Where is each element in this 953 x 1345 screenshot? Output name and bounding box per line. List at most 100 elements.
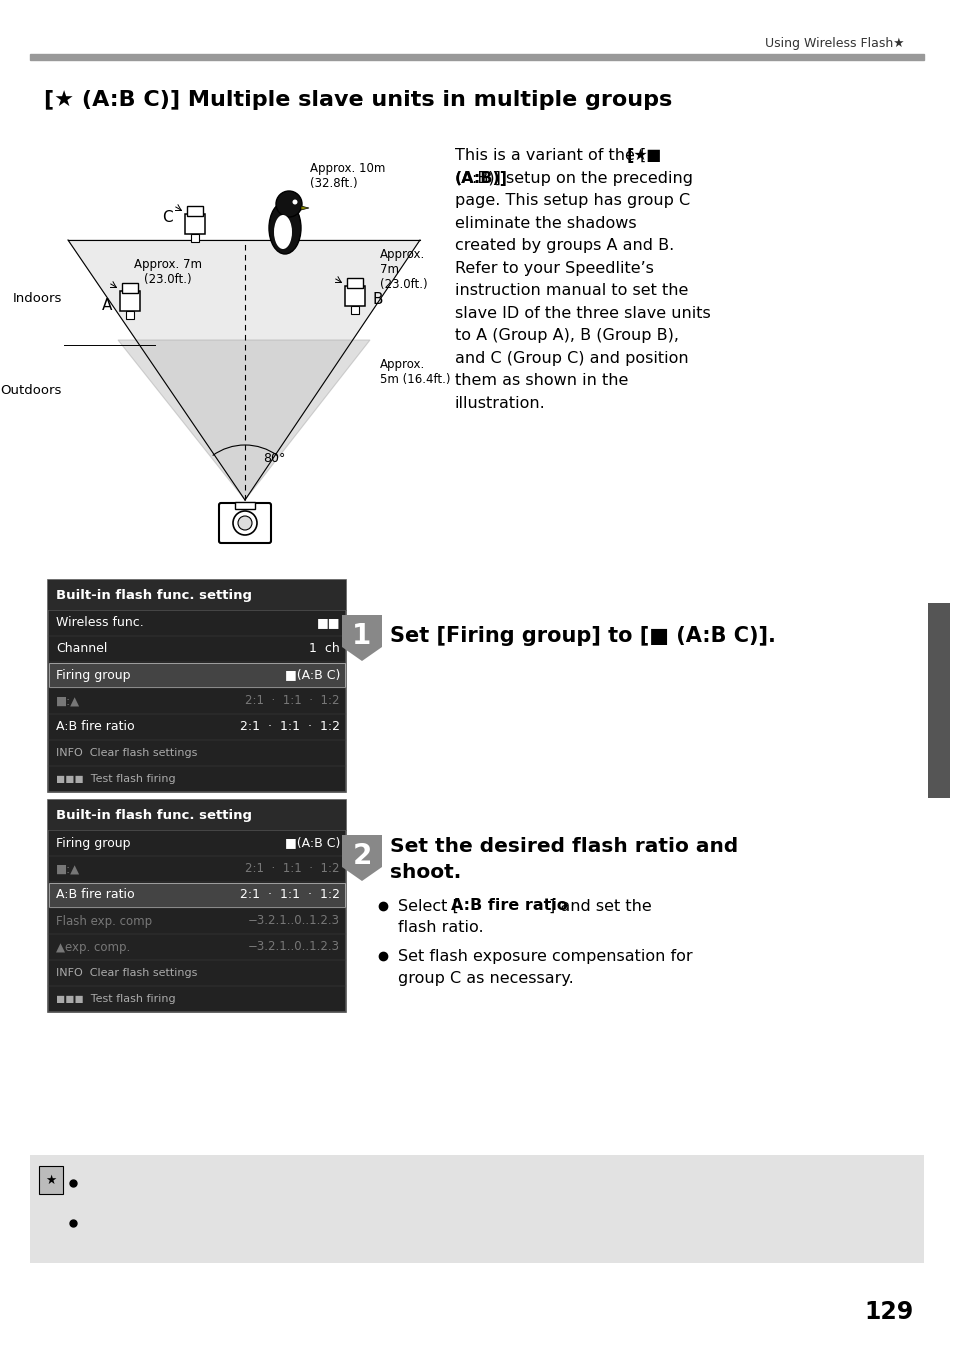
Text: Firing group: Firing group [56, 837, 131, 850]
Text: 1: 1 [352, 621, 372, 650]
Ellipse shape [274, 215, 292, 249]
Text: [★: [★ [626, 148, 648, 163]
Text: eliminate the shadows: eliminate the shadows [455, 215, 636, 230]
Bar [347, 278, 363, 288]
Text: A:B fire ratio: A:B fire ratio [451, 898, 567, 913]
Bar [187, 206, 203, 217]
Bar [49, 884, 345, 907]
Text: Wireless func.: Wireless func. [56, 616, 144, 629]
Ellipse shape [269, 202, 301, 254]
Text: A:B fire ratio: A:B fire ratio [56, 721, 134, 733]
Bar [345, 286, 365, 307]
Text: and C (Group C) and position: and C (Group C) and position [455, 351, 688, 366]
Text: instruction manual to set the: instruction manual to set the [455, 282, 688, 299]
Text: Firing group: Firing group [56, 668, 131, 682]
Text: ★ (A:B): ★ (A:B) [276, 1176, 339, 1190]
Text: If group C is pointed toward the main subject, overexposure may result.: If group C is pointed toward the main su… [85, 1216, 637, 1231]
Text: ■:▲: ■:▲ [56, 862, 80, 876]
Bar [30, 1155, 923, 1263]
Text: Approx.
5m (16.4ft.): Approx. 5m (16.4ft.) [379, 358, 450, 386]
Text: Built-in flash func. setting: Built-in flash func. setting [56, 589, 252, 601]
Bar [48, 800, 346, 830]
Circle shape [237, 516, 252, 530]
Text: ▲exp. comp.: ▲exp. comp. [56, 940, 131, 954]
Text: (A:B)] setup on the preceding: (A:B)] setup on the preceding [455, 171, 692, 186]
Text: INFO  Clear flash settings: INFO Clear flash settings [56, 748, 197, 759]
Text: Set the desired flash ratio and: Set the desired flash ratio and [390, 837, 738, 855]
Text: 2:1  ·  1:1  ·  1:2: 2:1 · 1:1 · 1:2 [240, 889, 339, 901]
Circle shape [233, 511, 256, 535]
Text: ■■: ■■ [316, 616, 339, 629]
Text: INFO  Clear flash settings: INFO Clear flash settings [56, 968, 197, 978]
Text: shoot.: shoot. [390, 862, 460, 881]
Text: B: B [373, 292, 383, 308]
Text: group C as necessary.: group C as necessary. [397, 971, 573, 986]
Bar [126, 311, 133, 319]
Bar [49, 663, 345, 687]
Polygon shape [68, 239, 419, 500]
Text: ◼◼◼  Test flash firing: ◼◼◼ Test flash firing [56, 773, 175, 784]
Text: ■:▲: ■:▲ [56, 694, 80, 707]
Text: 80°: 80° [263, 452, 285, 464]
Text: slave ID of the three slave units: slave ID of the three slave units [455, 305, 710, 320]
Circle shape [293, 199, 297, 204]
Text: Set flash exposure compensation for: Set flash exposure compensation for [397, 948, 692, 963]
Text: page. This setup has group C: page. This setup has group C [455, 192, 689, 208]
FancyBboxPatch shape [39, 1166, 63, 1194]
Text: ] is set to [: ] is set to [ [194, 1176, 277, 1190]
Text: ■(A:B C): ■(A:B C) [284, 837, 339, 850]
Text: Using Wireless Flash★: Using Wireless Flash★ [764, 38, 904, 51]
Text: ◼◼◼  Test flash firing: ◼◼◼ Test flash firing [56, 994, 175, 1003]
Text: [★ (A:B C)] Multiple slave units in multiple groups: [★ (A:B C)] Multiple slave units in mult… [44, 90, 672, 110]
Text: Flash exp. comp: Flash exp. comp [56, 915, 152, 928]
Text: −3.2.1..0..1.2.3: −3.2.1..0..1.2.3 [248, 915, 339, 928]
Text: 2:1  ·  1:1  ·  1:2: 2:1 · 1:1 · 1:2 [245, 694, 339, 707]
Text: Built-in flash func. setting: Built-in flash func. setting [56, 808, 252, 822]
Bar [48, 580, 346, 792]
Text: 2:1  ·  1:1  ·  1:2: 2:1 · 1:1 · 1:2 [240, 721, 339, 733]
Text: ★: ★ [46, 1173, 56, 1186]
Text: 2: 2 [352, 842, 372, 870]
Circle shape [275, 191, 302, 217]
Polygon shape [301, 206, 309, 210]
Text: ] and set the: ] and set the [548, 898, 651, 913]
Text: Approx. 10m
(32.8ft.): Approx. 10m (32.8ft.) [310, 161, 385, 190]
Polygon shape [341, 835, 381, 881]
FancyBboxPatch shape [219, 503, 271, 543]
Text: 2:1  ·  1:1  ·  1:2: 2:1 · 1:1 · 1:2 [245, 862, 339, 876]
Bar [48, 800, 346, 1011]
Text: C: C [162, 211, 172, 226]
Bar [48, 580, 346, 611]
Text: flash ratio.: flash ratio. [397, 920, 483, 936]
Text: 1  ch: 1 ch [309, 643, 339, 655]
Text: Select [: Select [ [397, 898, 458, 913]
Text: A: A [102, 297, 112, 312]
Text: Approx. 7m
(23.0ft.): Approx. 7m (23.0ft.) [133, 258, 202, 286]
Text: 129: 129 [863, 1301, 913, 1323]
Bar [185, 214, 205, 234]
Text: to A (Group A), B (Group B),: to A (Group A), B (Group B), [455, 328, 679, 343]
Text: them as shown in the: them as shown in the [455, 373, 628, 387]
Text: Refer to your Speedlite’s: Refer to your Speedlite’s [455, 261, 653, 276]
Text: Firing group: Firing group [107, 1176, 213, 1190]
Text: ], group C will not fire.: ], group C will not fire. [338, 1176, 509, 1190]
Bar [927, 603, 949, 798]
Text: Channel: Channel [56, 643, 108, 655]
Text: illustration.: illustration. [455, 395, 545, 410]
Text: −3.2.1..0..1.2.3: −3.2.1..0..1.2.3 [248, 940, 339, 954]
Text: This is a variant of the [■: This is a variant of the [■ [455, 148, 660, 163]
Polygon shape [118, 340, 370, 500]
Bar [120, 291, 140, 311]
Text: Approx.
7m
(23.0ft.): Approx. 7m (23.0ft.) [379, 247, 427, 291]
Text: Indoors: Indoors [12, 292, 62, 304]
Bar [351, 307, 358, 313]
Text: A:B fire ratio: A:B fire ratio [56, 889, 134, 901]
Bar [191, 234, 199, 242]
Bar [122, 282, 138, 293]
Text: created by groups A and B.: created by groups A and B. [455, 238, 674, 253]
Bar [234, 502, 254, 508]
Text: If [: If [ [85, 1176, 106, 1190]
Text: Set [Firing group] to [■ (A:B C)].: Set [Firing group] to [■ (A:B C)]. [390, 625, 775, 646]
Polygon shape [341, 615, 381, 660]
Bar [30, 54, 923, 61]
